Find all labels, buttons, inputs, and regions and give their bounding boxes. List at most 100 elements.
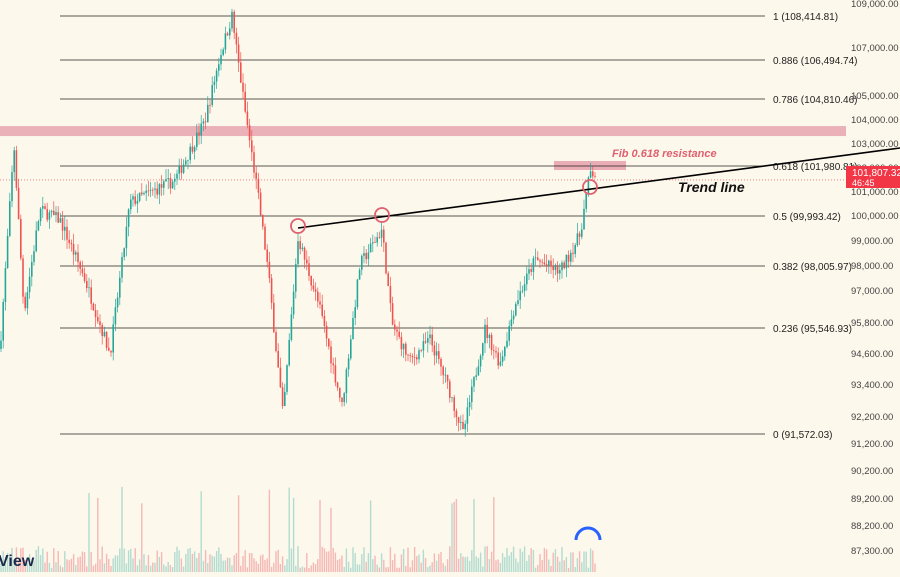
volume-bar <box>565 557 568 572</box>
price-tick: 87,300.00 <box>851 546 893 557</box>
volume-bar <box>152 562 154 572</box>
candle-body <box>427 338 429 343</box>
candle-body <box>105 331 108 348</box>
candle-body <box>385 242 387 274</box>
volume-bar <box>385 567 387 572</box>
candle-body <box>141 192 143 195</box>
candle-body <box>116 297 119 308</box>
candle-body <box>319 301 321 305</box>
volume-bar <box>561 547 563 572</box>
volume-bar <box>20 548 22 572</box>
volume-bar <box>387 567 389 572</box>
volume-bar <box>537 565 539 572</box>
candle-body <box>528 269 530 274</box>
volume-bar <box>594 563 596 572</box>
candle-body <box>119 277 121 298</box>
volume-bar <box>75 565 77 572</box>
candle-body <box>176 173 178 179</box>
candle-body <box>594 176 596 178</box>
volume-bar <box>526 560 528 572</box>
volume-bar <box>176 546 178 572</box>
volume-bar <box>266 558 268 572</box>
volume-bar <box>138 559 141 572</box>
candle-body <box>493 350 495 352</box>
candle-body <box>321 304 323 316</box>
volume-bar <box>523 546 526 572</box>
candle-body <box>9 201 11 236</box>
candle-body <box>202 121 205 124</box>
volume-bar <box>130 548 132 572</box>
candle-body <box>147 190 150 192</box>
candle-body <box>152 189 154 191</box>
volume-bar <box>548 559 550 572</box>
candle-body <box>268 261 271 279</box>
volume-bar <box>231 565 233 572</box>
volume-bar <box>154 562 156 572</box>
candle-body <box>429 334 431 339</box>
volume-bar <box>464 557 466 572</box>
candle-body <box>171 181 174 189</box>
volume-bar <box>222 560 224 572</box>
candle-body <box>215 70 218 82</box>
volume-bar <box>396 567 398 572</box>
candle-body <box>400 336 403 350</box>
candle-body <box>308 263 310 277</box>
candle-body <box>295 264 297 292</box>
volume-bar <box>534 567 537 572</box>
volume-bar <box>290 548 293 572</box>
candle-body <box>262 215 264 227</box>
candle-body <box>532 258 535 272</box>
volume-bar <box>429 565 431 572</box>
volume-bar <box>521 551 524 572</box>
candle-body <box>451 397 453 399</box>
volume-bar <box>336 559 339 572</box>
candle-body <box>468 402 471 408</box>
volume-bar <box>242 555 244 572</box>
volume-bar <box>444 565 447 572</box>
volume-bar <box>235 552 238 572</box>
volume-bar <box>275 551 277 572</box>
candle-body <box>185 160 187 165</box>
candle-body <box>99 321 101 326</box>
volume-bar <box>169 564 172 572</box>
volume-bar <box>174 551 176 572</box>
price-tick: 95,800.00 <box>851 318 893 329</box>
volume-bar <box>134 548 136 572</box>
volume-bar <box>17 561 20 572</box>
candle-body <box>86 280 88 289</box>
volume-bar <box>473 499 475 572</box>
volume-bar <box>334 552 337 572</box>
candle-body <box>163 181 165 188</box>
volume-bar <box>299 567 301 572</box>
candle-body <box>438 351 440 359</box>
candle-body <box>231 11 233 29</box>
candle-body <box>328 338 330 347</box>
candle-body <box>541 261 543 263</box>
volume-bar <box>288 487 290 572</box>
candle-body <box>446 374 449 382</box>
candle-body <box>28 276 31 293</box>
volume-bar <box>493 497 495 572</box>
volume-bar <box>585 551 587 572</box>
volume-bar <box>475 556 477 572</box>
candle-body <box>130 199 132 210</box>
volume-bar <box>592 550 594 572</box>
volume-bar <box>501 553 504 572</box>
volume-bar <box>383 559 385 572</box>
volume-bar <box>136 565 139 572</box>
candle-body <box>242 82 244 92</box>
volume-bar <box>297 546 299 572</box>
volume-bar <box>508 555 510 572</box>
candle-body <box>26 292 29 309</box>
candle-body <box>358 269 361 280</box>
volume-bar <box>189 548 191 572</box>
fib-label-0-618: 0.618 (101,980.81) <box>773 162 858 173</box>
fib-resistance-box <box>554 161 626 170</box>
volume-bar <box>77 557 79 572</box>
candle-body <box>587 177 590 194</box>
volume-bar <box>143 554 145 572</box>
trend-line <box>297 147 900 229</box>
volume-bar <box>81 551 84 572</box>
